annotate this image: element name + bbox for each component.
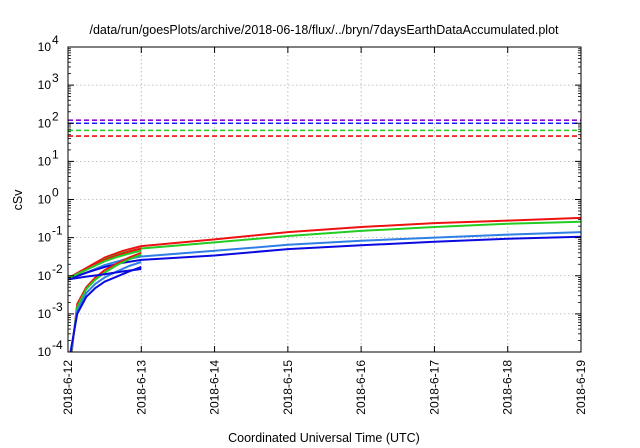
- y-tick-label: 10: [38, 78, 52, 92]
- series-line: [69, 266, 142, 353]
- series-line: [67, 231, 582, 281]
- y-tick-exponent: 2: [52, 109, 59, 123]
- x-tick-label: 2018-6-12: [61, 360, 75, 415]
- y-tick-label: 10: [38, 307, 52, 321]
- x-tick-label: 2018-6-14: [208, 360, 222, 415]
- x-tick-label: 2018-6-17: [427, 360, 441, 415]
- series-line: [67, 268, 142, 281]
- y-tick-exponent: -3: [52, 300, 63, 314]
- series-line: [67, 249, 142, 280]
- threshold-lines: [68, 119, 581, 137]
- series-line: [70, 261, 142, 353]
- series-line: [67, 216, 582, 281]
- x-tick-label: 2018-6-15: [281, 360, 295, 415]
- y-tick-label: 10: [38, 193, 52, 207]
- y-tick-label: 10: [38, 345, 52, 359]
- y-tick-label: 10: [38, 154, 52, 168]
- series-line: [67, 247, 142, 280]
- series-line: [70, 253, 142, 353]
- x-tick-label: 2018-6-18: [501, 360, 515, 415]
- x-tick-label: 2018-6-19: [574, 360, 588, 415]
- x-tick-label: 2018-6-16: [354, 360, 368, 415]
- y-tick-label: 10: [38, 231, 52, 245]
- x-axis-ticks: 2018-6-12 2018-6-13 2018-6-14 2018-6-15 2018…: [61, 47, 588, 415]
- y-tick-label: 10: [38, 116, 52, 130]
- y-tick-exponent: 0: [52, 186, 59, 200]
- y-tick-exponent: -4: [52, 338, 63, 352]
- y-tick-label: 10: [38, 40, 52, 54]
- y-tick-exponent: 4: [52, 33, 59, 47]
- data-series: [67, 216, 582, 353]
- y-axis-label: cSv: [11, 189, 25, 211]
- y-tick-exponent: 3: [52, 71, 59, 85]
- y-tick-exponent: -2: [52, 262, 63, 276]
- y-tick-label: 10: [38, 269, 52, 283]
- chart-title: /data/run/goesPlots/archive/2018-06-18/f…: [89, 23, 559, 37]
- y-tick-exponent: -1: [52, 224, 63, 238]
- y-tick-exponent: 1: [52, 147, 59, 161]
- grid: [68, 47, 581, 352]
- x-tick-label: 2018-6-13: [134, 360, 148, 415]
- series-line: [67, 235, 582, 281]
- x-axis-label: Coordinated Universal Time (UTC): [228, 431, 420, 445]
